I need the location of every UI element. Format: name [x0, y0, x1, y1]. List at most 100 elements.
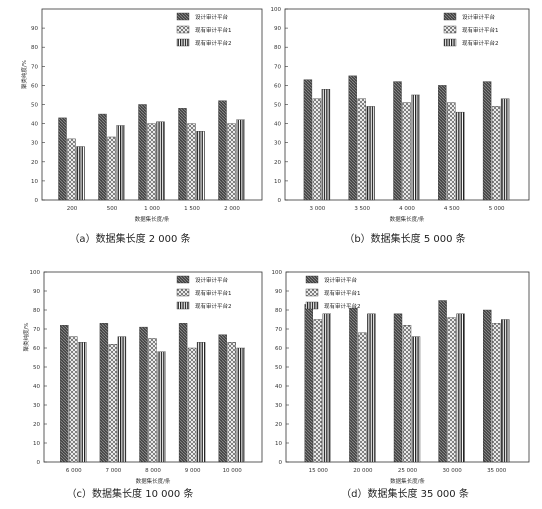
bar	[67, 138, 76, 201]
legend-swatch	[443, 12, 457, 21]
bar	[447, 102, 456, 201]
y-tick-label: 30	[275, 403, 282, 409]
y-tick-label: 60	[275, 346, 282, 352]
chart-caption-d: （d）数据集长度 35 000 条	[341, 489, 469, 500]
x-tick-label: 7 000	[106, 468, 122, 474]
x-tick-label: 30 000	[442, 468, 462, 474]
legend-label: 现有审计平台2	[462, 39, 499, 47]
bar	[196, 131, 205, 201]
bar	[196, 342, 206, 463]
bar	[69, 336, 78, 463]
bar	[349, 307, 358, 463]
y-tick-label: 50	[33, 365, 40, 371]
bar	[500, 98, 510, 201]
bar	[393, 313, 403, 463]
x-tick-label: 8 000	[145, 468, 161, 474]
bar	[438, 85, 447, 201]
bar	[456, 111, 465, 201]
bar	[366, 106, 375, 201]
x-axis-label: 数据集长度/条	[390, 477, 425, 485]
y-tick-label: 0	[278, 198, 282, 204]
bar	[357, 98, 366, 201]
x-axis-label: 数据集长度/条	[390, 215, 425, 223]
bar	[107, 136, 116, 201]
bar	[438, 300, 447, 463]
bar	[187, 347, 197, 463]
y-tick-label: 40	[274, 122, 281, 128]
chart-caption-a: （a）数据集长度 2 000 条	[69, 234, 191, 245]
bar	[491, 106, 501, 201]
bar	[178, 323, 188, 463]
legend-swatch	[443, 38, 457, 47]
legend-label: 设计审计平台	[195, 13, 229, 21]
legend-swatch	[176, 25, 190, 34]
y-tick-label: 50	[274, 103, 281, 109]
bar	[312, 98, 322, 201]
bar	[456, 313, 465, 463]
x-tick-label: 20 000	[353, 468, 373, 474]
y-tick-label: 50	[31, 103, 38, 109]
bar	[98, 113, 107, 201]
legend-swatch	[443, 25, 457, 34]
bar	[402, 102, 411, 201]
chart-c-svg: 0 10 20 30 40 50 60 70 80 90 100 聚类纯度/% 6 000 7 000 8 …	[22, 270, 263, 485]
y-tick-label: 90	[274, 26, 281, 32]
y-tick-label: 70	[33, 327, 40, 333]
bar	[322, 313, 331, 463]
legend-swatch	[176, 38, 190, 47]
bar	[227, 342, 236, 463]
legend-label: 现有审计平台2	[324, 302, 361, 310]
y-tick-label: 80	[31, 45, 38, 51]
x-tick-label: 6 000	[66, 468, 82, 474]
bar	[156, 121, 165, 201]
y-tick-label: 60	[274, 83, 281, 89]
y-tick-label: 40	[275, 384, 282, 390]
y-tick-label: 40	[33, 384, 40, 390]
bar	[139, 326, 148, 463]
y-tick-label: 0	[37, 460, 41, 466]
chart-caption-c: （c）数据集长度 10 000 条	[66, 489, 194, 500]
chart-panel-d: 0 10 20 30 40 50 60 70 80 90 100 聚类纯度/% 15 000 20 000…	[264, 252, 542, 505]
legend-label: 现有审计平台1	[195, 289, 232, 297]
bar	[227, 123, 236, 201]
x-tick-label: 5 000	[489, 206, 505, 212]
bar	[393, 81, 402, 201]
bar	[358, 332, 367, 463]
y-tick-label: 90	[31, 26, 38, 32]
bar	[348, 75, 357, 201]
y-axis-label: 聚类纯度/%	[20, 60, 28, 89]
y-tick-label: 20	[275, 422, 282, 428]
y-tick-label: 20	[33, 422, 40, 428]
x-tick-label: 35 000	[487, 468, 507, 474]
bar	[157, 351, 166, 463]
bar	[321, 89, 331, 201]
bar	[108, 343, 118, 463]
x-tick-label: 1 000	[144, 206, 160, 212]
y-tick-label: 10	[33, 441, 40, 447]
legend-label: 现有审计平台2	[195, 39, 232, 47]
legend-label: 现有审计平台1	[462, 26, 499, 34]
bar	[60, 324, 69, 463]
bar	[178, 108, 187, 201]
legend-label: 设计审计平台	[324, 276, 358, 284]
bar	[116, 125, 125, 201]
bar	[117, 336, 127, 463]
bar	[99, 323, 109, 463]
y-tick-label: 80	[33, 308, 40, 314]
x-tick-label: 10 000	[223, 468, 243, 474]
y-tick-label: 70	[275, 327, 282, 333]
bar	[58, 117, 67, 201]
x-axis-label: 数据集长度/条	[135, 215, 170, 223]
y-tick-label: 80	[274, 45, 281, 51]
chart-panel-a: 0 10 20 30 40 50 60 70 80 90 聚类纯度/% 200 500 1 000 1 50…	[0, 0, 271, 252]
bar	[304, 304, 313, 463]
legend-label: 现有审计平台2	[195, 302, 232, 310]
y-tick-label: 20	[274, 160, 281, 166]
chart-caption-b: （b）数据集长度 5 000 条	[344, 234, 466, 245]
bar	[402, 324, 412, 463]
y-tick-label: 10	[31, 179, 38, 185]
x-tick-label: 1 500	[184, 206, 200, 212]
y-tick-label: 40	[31, 122, 38, 128]
x-tick-label: 3 000	[310, 206, 326, 212]
